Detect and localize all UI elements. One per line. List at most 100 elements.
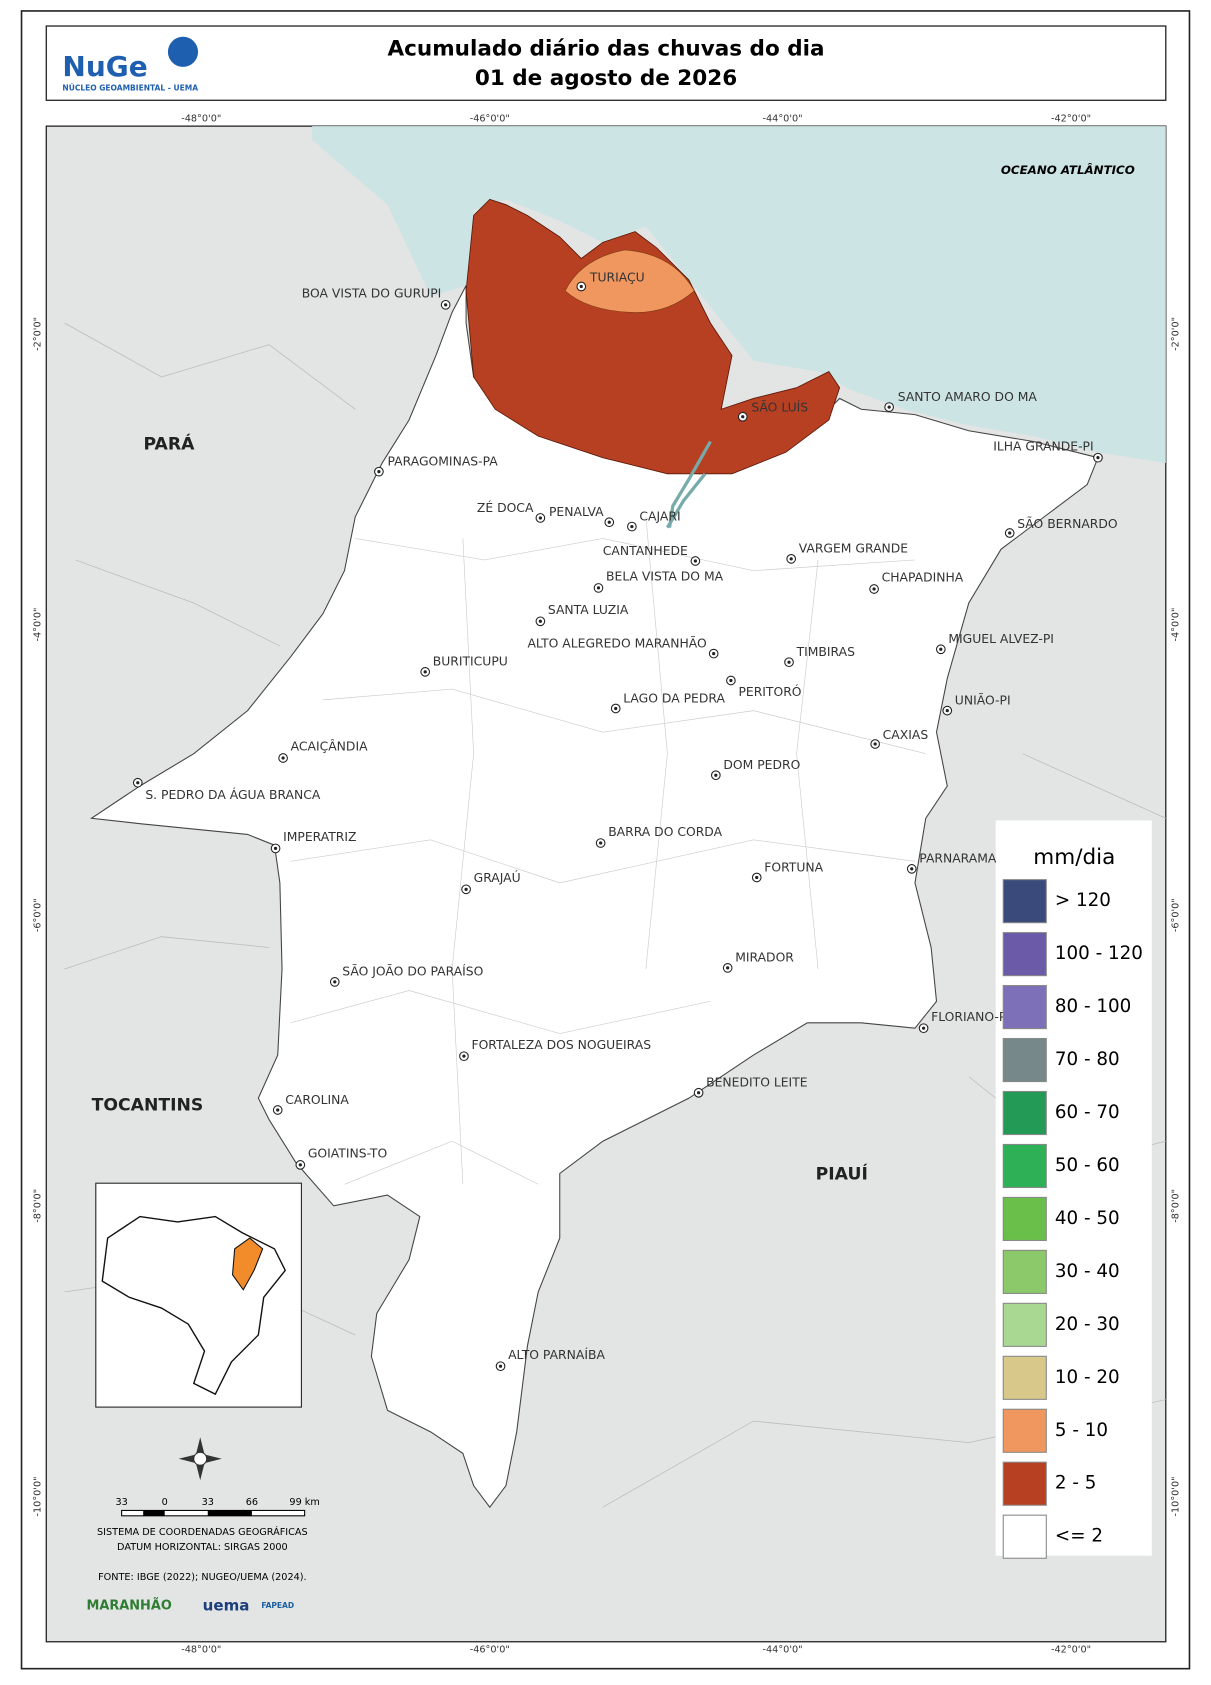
logo-text: NuGe <box>62 50 147 83</box>
legend-swatch <box>1002 1249 1047 1294</box>
city-label: CHAPADINHA <box>882 571 964 585</box>
city-marker-dot <box>789 557 793 561</box>
header-frame <box>45 25 1167 101</box>
note: DATUM HORIZONTAL: SIRGAS 2000 <box>117 1542 288 1553</box>
longitude-label: -48°0'0" <box>181 1644 221 1655</box>
title: Acumulado diário das chuvas do dia <box>388 37 825 62</box>
city-marker-dot <box>498 1364 503 1368</box>
state-label: TOCANTINS <box>92 1096 204 1116</box>
city-marker-dot <box>444 303 448 307</box>
longitude-label: -44°0'0" <box>763 1644 803 1655</box>
city-label: SANTA LUZIA <box>548 603 629 617</box>
city-label: ACAIÇÂNDIA <box>291 739 368 754</box>
city-label: FLORIANO-PI <box>931 1010 1010 1024</box>
city-marker-dot <box>614 706 618 711</box>
legend-swatch <box>1002 879 1047 924</box>
legend-swatch <box>1002 1037 1047 1083</box>
legend-label: 2 - 5 <box>1055 1473 1096 1494</box>
city-label: CANTANHEDE <box>603 544 688 558</box>
longitude-label: -46°0'0" <box>470 114 510 125</box>
longitude-label: -44°0'0" <box>763 114 803 125</box>
inset-maranhao <box>231 1237 264 1291</box>
legend-swatch <box>1002 1090 1047 1136</box>
latitude-label: -2°0'0" <box>33 317 44 351</box>
legend-label: > 120 <box>1055 890 1111 911</box>
city-marker-dot <box>729 678 733 683</box>
city-label: BELA VISTA DO MA <box>606 570 724 584</box>
city-marker-dot <box>712 651 716 656</box>
city-label: DOM PEDRO <box>723 758 800 772</box>
longitude-label: -42°0'0" <box>1051 114 1091 125</box>
city-marker-dot <box>607 520 611 524</box>
city-label: CAXIAS <box>883 728 929 742</box>
legend-label: 30 - 40 <box>1055 1261 1120 1282</box>
legend-label: 80 - 100 <box>1055 996 1131 1017</box>
latitude-label: -4°0'0" <box>1170 608 1181 642</box>
logo: MARANHÃO <box>87 1598 172 1614</box>
state-label: PARÁ <box>144 433 196 455</box>
city-marker-dot <box>464 887 468 891</box>
legend-label: <= 2 <box>1055 1526 1103 1547</box>
latitude-label: -8°0'0" <box>33 1189 44 1223</box>
note: SISTEMA DE COORDENADAS GEOGRÁFICAS <box>97 1525 308 1538</box>
note: FONTE: IBGE (2022); NUGEO/UEMA (2024). <box>98 1572 307 1583</box>
legend-label: 60 - 70 <box>1055 1102 1120 1123</box>
city-marker-dot <box>726 966 730 970</box>
scale-label: 0 <box>162 1497 168 1508</box>
longitude-label: -42°0'0" <box>1051 1644 1091 1655</box>
city-label: UNIÃO-PI <box>955 692 1011 707</box>
city-marker-dot <box>281 756 285 760</box>
city-label: SÃO BERNARDO <box>1017 516 1118 531</box>
city-marker-dot <box>377 470 381 474</box>
legend-title: mm/dia <box>1033 845 1115 870</box>
city-label: ALTO ALEGREDO MARANHÃO <box>527 635 707 650</box>
city-label: MIRADOR <box>735 951 794 965</box>
city-marker-dot <box>462 1054 466 1058</box>
city-marker-dot <box>333 980 337 984</box>
ocean <box>312 126 1166 464</box>
scale-label: 66 <box>246 1497 258 1508</box>
city-marker-dot <box>693 559 697 563</box>
legend-swatch <box>1002 932 1047 977</box>
city-marker-dot <box>1008 531 1012 535</box>
city-label: FORTALEZA DOS NOGUEIRAS <box>471 1038 651 1052</box>
city-label: PARNARAMA <box>919 852 997 866</box>
scale-bar <box>121 1509 306 1517</box>
city-marker-dot <box>887 405 891 409</box>
city-label: GOIATINS-TO <box>308 1147 388 1161</box>
city-marker-dot <box>423 670 427 674</box>
legend-label: 20 - 30 <box>1055 1314 1120 1335</box>
latitude-label: -8°0'0" <box>1170 1189 1181 1223</box>
city-marker-dot <box>538 619 542 623</box>
legend-swatch <box>1002 985 1047 1030</box>
city-marker-dot <box>538 516 542 520</box>
city-marker-dot <box>1096 456 1100 460</box>
compass <box>178 1437 222 1481</box>
bay <box>666 440 712 529</box>
city-label: SANTO AMARO DO MA <box>898 390 1038 404</box>
city-label: PARAGOMINAS-PA <box>388 454 499 468</box>
city-label: SÃO JOÃO DO PARAÍSO <box>342 964 483 979</box>
municipal-boundaries <box>290 516 926 1185</box>
logo-globe <box>167 36 199 67</box>
city-marker-dot <box>945 709 949 713</box>
scale-bar-segment <box>143 1510 165 1516</box>
city-marker-dot <box>741 415 745 419</box>
city-label: TURIAÇU <box>589 270 645 284</box>
scale-label: 33 <box>202 1497 214 1508</box>
legend-swatch <box>1002 1408 1047 1453</box>
legend-swatch <box>1002 1355 1047 1400</box>
legend-label: 50 - 60 <box>1055 1155 1120 1176</box>
city-label: BENEDITO LEITE <box>706 1076 808 1090</box>
latitude-label: -2°0'0" <box>1170 317 1181 351</box>
scale-label: 99 km <box>289 1497 319 1508</box>
city-label: LAGO DA PEDRA <box>623 691 725 705</box>
city-marker-dot <box>276 1108 280 1112</box>
legend-label: 40 - 50 <box>1055 1208 1120 1229</box>
longitude-label: -48°0'0" <box>181 114 221 125</box>
latitude-label: -10°0'0" <box>33 1476 44 1516</box>
city-label: SÃO LUÍS <box>751 400 808 415</box>
legend-swatch <box>1002 1514 1047 1559</box>
